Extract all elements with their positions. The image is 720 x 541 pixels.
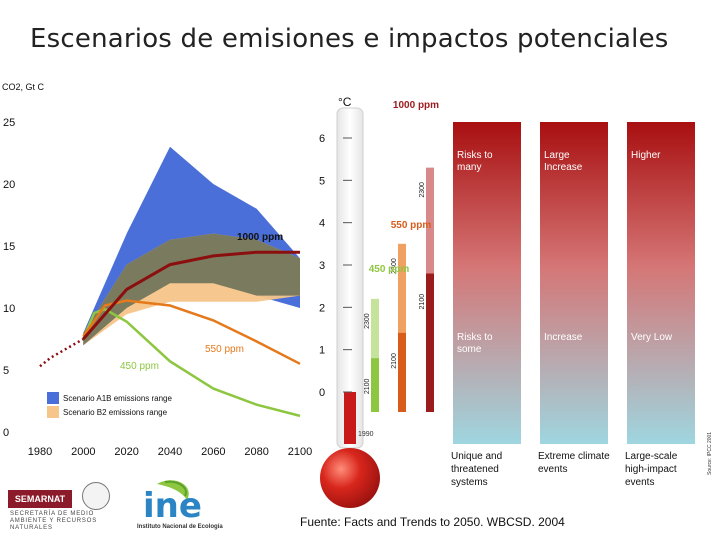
semarnat-logo: SEMARNAT SECRETARÍA DE MEDIO AMBIENTE Y … (8, 480, 128, 538)
line-1000-ppm (82, 250, 300, 340)
annotation-450-ppm: 450 ppm (120, 361, 159, 372)
side-credit: Source: IPCC 2001 (707, 431, 713, 475)
source-note: Fuente: Facts and Trends to 2050. WBCSD.… (300, 515, 565, 529)
line-550-ppm (82, 299, 301, 365)
slide-title: Escenarios de emisiones e impactos poten… (30, 24, 669, 54)
warming-bar-label: 1000 ppm (393, 100, 439, 111)
y-tick-label: 0 (3, 427, 9, 439)
warming-bar-2300 (426, 167, 434, 274)
year-label-2300: 2300 (391, 258, 398, 274)
x-tick-label: 2040 (158, 446, 182, 458)
impact-lower-label: Risks to some (457, 332, 493, 355)
impact-category-label: Large-scale high-impact events (625, 451, 678, 488)
impact-upper-label: Risks to many (457, 150, 493, 173)
x-tick-label: 2100 (288, 446, 312, 458)
thermometer-scale-label: 6 (319, 133, 325, 145)
warming-bar-2300 (371, 298, 379, 359)
impact-column (540, 122, 608, 444)
y-axis-label: CO2, Gt C (2, 82, 45, 92)
impact-lower-label: Very Low (631, 332, 673, 343)
legend-swatch-b2 (47, 406, 59, 418)
y-tick-label: 10 (3, 303, 15, 315)
thermometer-scale-label: 0 (319, 387, 325, 399)
thermometer-mercury (344, 392, 356, 444)
y-tick-label: 25 (3, 117, 15, 129)
x-tick-label: 2060 (201, 446, 225, 458)
year-label-2100: 2100 (364, 378, 371, 394)
year-label-2100: 2100 (419, 294, 426, 310)
thermometer-scale-label: 5 (319, 175, 325, 187)
x-tick-label: 2080 (244, 446, 268, 458)
ine-subtitle: Instituto Nacional de Ecología (137, 524, 223, 530)
thermometer-scale-label: 2 (319, 302, 325, 314)
warming-bar-2100 (371, 358, 379, 412)
warming-bar-label: 450 ppm (369, 264, 410, 275)
y-tick-label: 15 (3, 241, 15, 253)
thermometer-base-label: 1990 (358, 431, 374, 438)
warming-bar-2100 (426, 273, 434, 412)
year-label-2300: 2300 (419, 182, 426, 198)
impact-lower-label: Increase (544, 332, 583, 343)
annotation-1000-ppm: 1000 ppm (237, 232, 283, 243)
y-tick-label: 5 (3, 365, 9, 377)
historic-emissions-line (39, 337, 84, 368)
thermometer-unit: °C (338, 95, 352, 109)
line-450-ppm (82, 307, 301, 418)
warming-bar-label: 550 ppm (391, 220, 432, 231)
x-tick-label: 1980 (28, 446, 52, 458)
semarnat-banner: SEMARNAT (8, 490, 72, 508)
thermometer-scale-label: 3 (319, 260, 325, 272)
x-tick-label: 2020 (114, 446, 138, 458)
warming-bar-2100 (398, 332, 406, 412)
impact-column (453, 122, 521, 444)
year-label-2100: 2100 (391, 353, 398, 369)
mexico-seal-icon (82, 482, 110, 510)
ine-leaf-icon (157, 480, 189, 500)
annotation-550-ppm: 550 ppm (205, 344, 244, 355)
warming-bar-2300 (398, 243, 406, 333)
impact-category-label: Extreme climate events (538, 451, 610, 475)
ine-wordmark: ine (143, 486, 202, 526)
thermometer-bulb (320, 448, 380, 508)
thermometer-scale-label: 1 (319, 345, 325, 357)
impact-category-label: Unique and threatened systems (451, 451, 502, 488)
y-tick-label: 20 (3, 179, 15, 191)
year-label-2300: 2300 (364, 313, 371, 329)
thermometer-scale-label: 4 (319, 218, 325, 230)
legend-swatch-a1b (47, 392, 59, 404)
overlap-band (83, 233, 300, 346)
x-tick-label: 2000 (71, 446, 95, 458)
semarnat-subtitle: SECRETARÍA DE MEDIO AMBIENTE Y RECURSOS … (10, 511, 97, 531)
ine-logo: ine Instituto Nacional de Ecología (135, 476, 245, 536)
legend-label-a1b: Scenario A1B emissions range (63, 394, 173, 403)
impact-upper-label: Large Increase (544, 150, 583, 173)
impact-upper-label: Higher (631, 150, 661, 161)
impact-column (627, 122, 695, 444)
legend-label-b2: Scenario B2 emissions range (63, 408, 168, 417)
